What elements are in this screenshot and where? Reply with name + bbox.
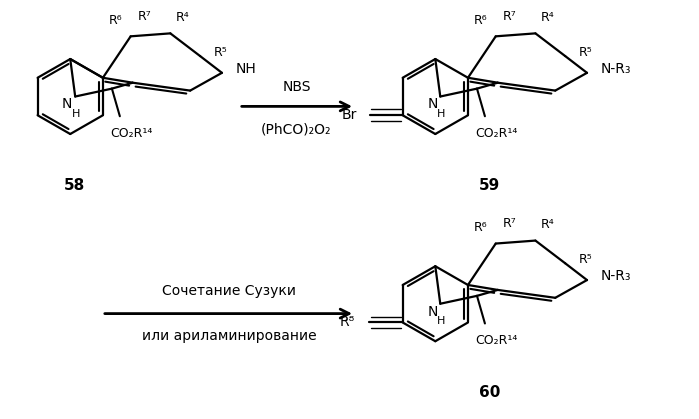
Text: R⁵: R⁵: [214, 46, 228, 59]
Text: N: N: [427, 97, 438, 111]
Text: H: H: [437, 316, 445, 326]
Text: N-R₃: N-R₃: [601, 62, 631, 76]
Text: R⁷: R⁷: [503, 10, 517, 23]
Text: 58: 58: [64, 178, 85, 193]
Text: NH: NH: [236, 62, 257, 76]
Text: 60: 60: [480, 385, 500, 400]
Text: H: H: [437, 109, 445, 119]
Text: NBS: NBS: [282, 80, 310, 94]
Text: N: N: [427, 305, 438, 318]
Text: (PhCO)₂O₂: (PhCO)₂O₂: [261, 122, 331, 136]
Text: или ариламинирование: или ариламинирование: [142, 329, 316, 343]
Text: N-R₃: N-R₃: [601, 269, 631, 283]
Text: R⁶: R⁶: [474, 221, 488, 234]
Text: Сочетание Сузуки: Сочетание Сузуки: [162, 284, 296, 298]
Text: Br: Br: [342, 108, 357, 122]
Text: R⁷: R⁷: [138, 10, 152, 23]
Text: R⁴: R⁴: [540, 218, 554, 231]
Text: CO₂R¹⁴: CO₂R¹⁴: [475, 127, 518, 140]
Text: R⁴: R⁴: [175, 11, 189, 24]
Text: R⁵: R⁵: [579, 46, 593, 59]
Text: R⁵: R⁵: [579, 253, 593, 266]
Text: CO₂R¹⁴: CO₂R¹⁴: [475, 334, 518, 347]
Text: CO₂R¹⁴: CO₂R¹⁴: [110, 127, 153, 140]
Text: 59: 59: [480, 178, 500, 193]
Text: R⁶: R⁶: [474, 14, 488, 27]
Text: R⁷: R⁷: [503, 217, 517, 230]
Text: R⁴: R⁴: [540, 11, 554, 24]
Text: R⁶: R⁶: [109, 14, 123, 27]
Text: N: N: [62, 97, 73, 111]
Text: H: H: [72, 109, 80, 119]
Text: R⁸: R⁸: [340, 316, 355, 329]
